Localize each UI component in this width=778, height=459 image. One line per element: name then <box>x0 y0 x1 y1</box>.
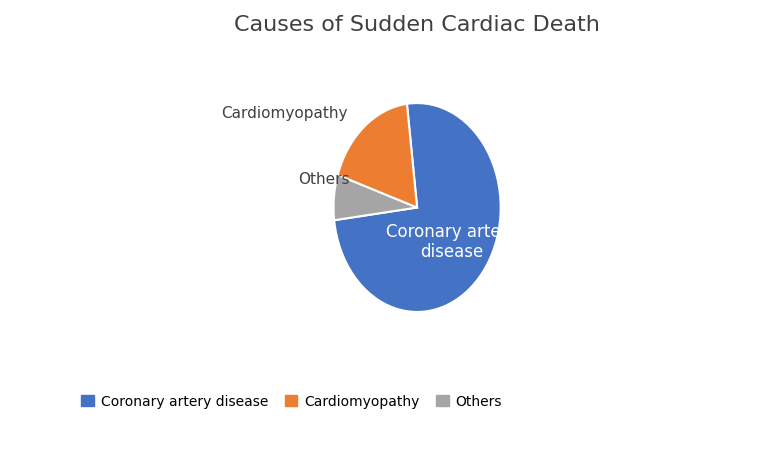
Text: Cardiomyopathy: Cardiomyopathy <box>221 106 348 121</box>
Wedge shape <box>335 104 501 312</box>
Wedge shape <box>334 175 417 221</box>
Text: Coronary artery
disease: Coronary artery disease <box>386 222 517 261</box>
Title: Causes of Sudden Cardiac Death: Causes of Sudden Cardiac Death <box>234 15 600 35</box>
Wedge shape <box>338 105 417 208</box>
Legend: Coronary artery disease, Cardiomyopathy, Others: Coronary artery disease, Cardiomyopathy,… <box>75 389 508 414</box>
Text: Others: Others <box>298 172 350 187</box>
